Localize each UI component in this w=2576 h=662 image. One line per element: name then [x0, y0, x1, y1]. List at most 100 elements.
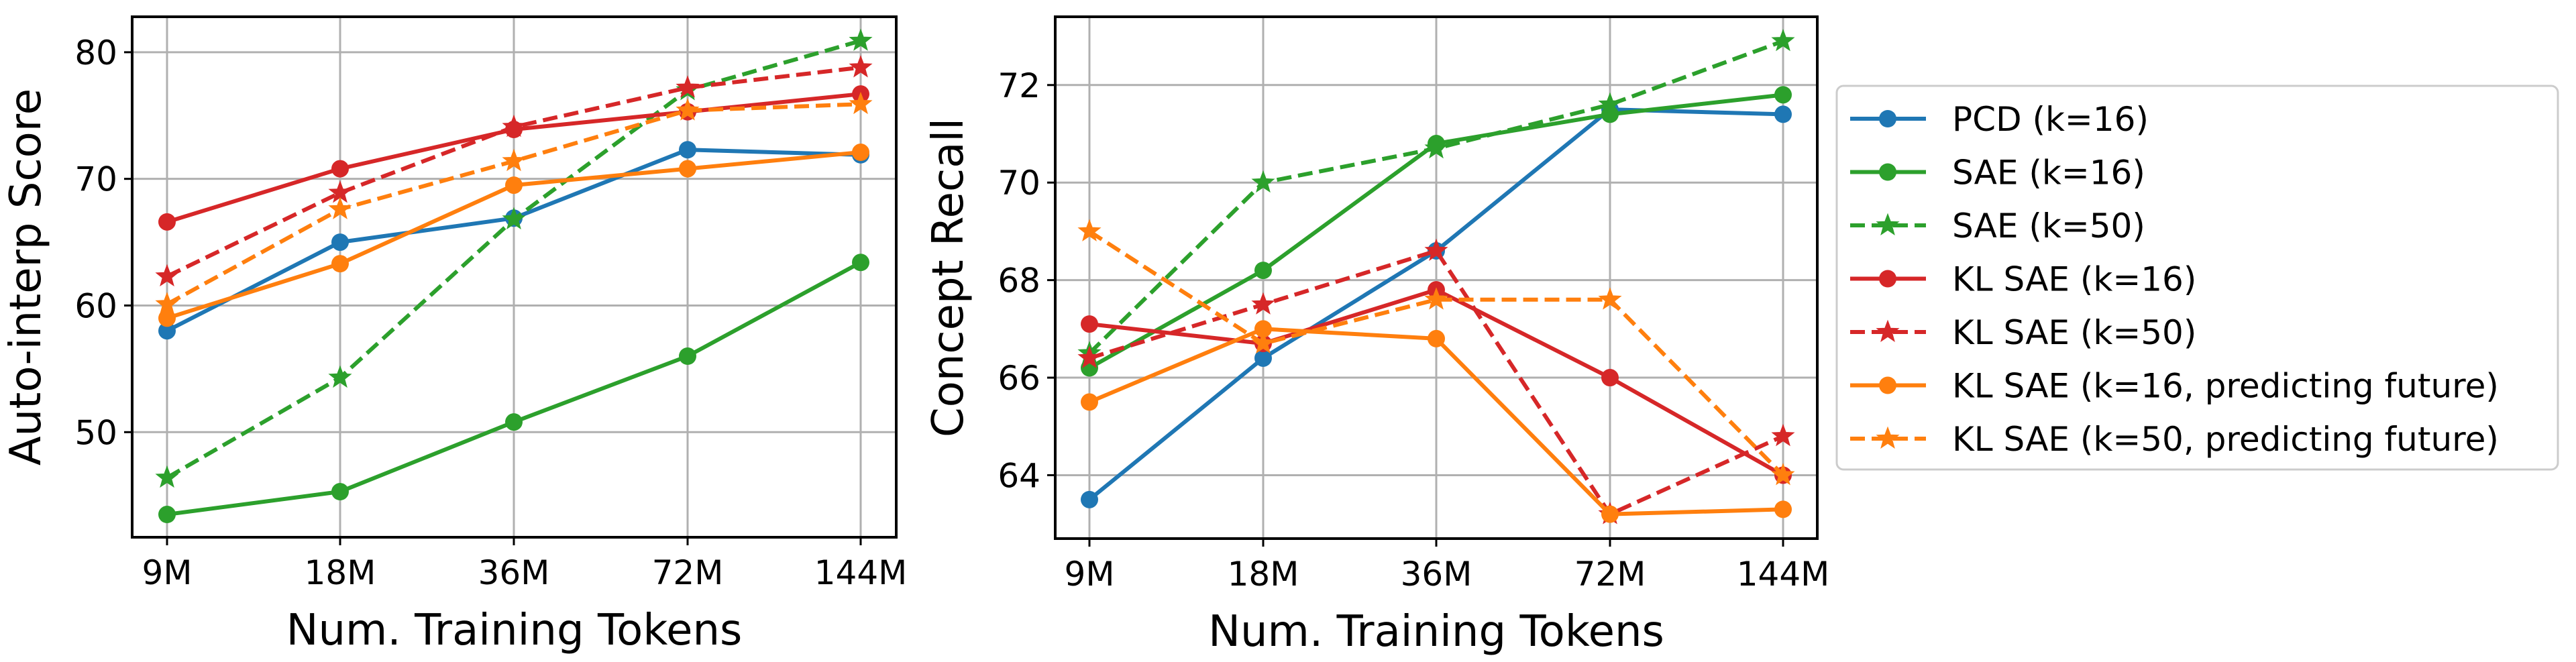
kl-sae-k-50-predicting-future-line: [1088, 229, 1785, 477]
legend-item-sae-k-50: SAE (k=50): [1850, 207, 2145, 245]
legend-item-sae-k-16: SAE (k=16): [1850, 154, 2145, 192]
y-tick-label: 70: [998, 164, 1040, 203]
legend-circle-marker: [1879, 163, 1896, 181]
y-tick-label: 50: [74, 413, 117, 452]
kl-sae-k-50-star-marker: [1424, 238, 1448, 261]
x-tick-label: 18M: [1228, 555, 1299, 594]
kl-sae-k-50-star-marker: [1077, 345, 1102, 368]
kl-sae-k-16-predicting-future-circle-marker: [852, 144, 869, 162]
pcd-k-16-circle-marker: [1081, 490, 1098, 508]
kl-sae-k-16-circle-marker: [1081, 315, 1098, 333]
kl-sae-k-50-star-marker: [676, 75, 700, 98]
x-tick-label: 72M: [652, 553, 724, 592]
legend-label: PCD (k=16): [1952, 100, 2149, 139]
y-axis-label: Concept Recall: [924, 118, 973, 437]
legend-label: KL SAE (k=16, predicting future): [1952, 367, 2499, 406]
y-tick-label: 66: [998, 359, 1040, 398]
kl-sae-k-50-star-marker: [155, 264, 179, 286]
legend-item-kl-sae-k-50: KL SAE (k=50): [1850, 313, 2196, 352]
legend-circle-marker: [1879, 270, 1896, 288]
kl-sae-k-50-predicting-future-star-marker: [849, 91, 873, 115]
sae-k-50-star-marker: [1424, 135, 1448, 159]
kl-sae-k-50-predicting-future-star-marker: [502, 148, 526, 172]
kl-sae-k-50-line: [1089, 249, 1784, 516]
legend-item-kl-sae-k-50-predicting-future: KL SAE (k=50, predicting future): [1850, 420, 2499, 459]
x-axis-label: Num. Training Tokens: [286, 606, 743, 655]
y-tick-label: 70: [74, 160, 117, 199]
kl-sae-k-16-predicting-future-circle-marker: [679, 160, 696, 178]
legend-box: [1835, 85, 2559, 471]
legend-label: SAE (k=16): [1952, 154, 2145, 192]
kl-sae-k-16-predicting-future-circle-marker: [1081, 393, 1098, 411]
y-tick-label: 60: [74, 286, 117, 325]
legend-item-kl-sae-k-16: KL SAE (k=16): [1850, 260, 2196, 299]
auto-interp-plot: 50 60 70 80 9M 18M 36M 72M 144M Num. Training Tok…: [1, 15, 908, 655]
sae-k-50-star-marker: [1251, 170, 1275, 193]
legend: PCD (k=16) SAE (k=16) SAE (k=50) KL SAE (k=…: [1835, 85, 2559, 471]
kl-sae-k-16-circle-marker: [331, 160, 349, 178]
x-tick-label: 144M: [814, 553, 908, 592]
legend-label: KL SAE (k=16): [1952, 260, 2196, 299]
sae-k-50-star-marker: [328, 365, 352, 388]
kl-sae-k-16-predicting-future-circle-marker: [1774, 500, 1792, 518]
sae-k-50-star-marker: [502, 207, 526, 229]
legend-circle-marker: [1879, 110, 1896, 127]
y-tick-label: 64: [998, 456, 1040, 495]
legend-star-marker: [1876, 426, 1900, 449]
legend-item-pcd-k-16: PCD (k=16): [1850, 100, 2149, 139]
y-tick-label: 68: [998, 262, 1040, 300]
kl-sae-k-50-predicting-future-star-marker: [1598, 287, 1622, 310]
x-tick-label: 36M: [1401, 555, 1472, 594]
legend-circle-marker: [1879, 376, 1896, 394]
kl-sae-k-50-star-marker: [1771, 423, 1795, 447]
kl-sae-k-50-predicting-future-star-marker: [1077, 219, 1102, 241]
sae-k-50-star-marker: [1598, 92, 1622, 115]
sae-k-16-circle-marker: [1774, 86, 1792, 104]
x-tick-label: 144M: [1737, 555, 1830, 594]
kl-sae-k-16-predicting-future-circle-marker: [1428, 329, 1445, 347]
kl-sae-k-16-predicting-future-circle-marker: [1601, 505, 1619, 523]
sae-k-50-star-marker: [1771, 28, 1795, 52]
kl-sae-k-50-predicting-future-star-marker: [155, 292, 179, 315]
kl-sae-k-50-predicting-future-star-marker: [1424, 287, 1448, 310]
kl-sae-k-16-circle-marker: [1601, 369, 1619, 387]
kl-sae-k-50-star-marker: [502, 114, 526, 137]
y-tick-label: 72: [998, 66, 1040, 105]
sae-k-16-circle-marker: [331, 483, 349, 501]
kl-sae-k-50-predicting-future-star-marker: [328, 197, 352, 219]
kl-sae-k-16-predicting-future-circle-marker: [1254, 320, 1272, 338]
y-tick-label: 80: [74, 34, 117, 72]
sae-k-16-circle-marker: [1254, 262, 1272, 280]
kl-sae-k-50-predicting-future-star-marker: [1251, 331, 1275, 354]
kl-sae-k-50-star-marker: [849, 55, 873, 78]
kl-sae-k-16-circle-marker: [158, 213, 176, 231]
legend-label: KL SAE (k=50, predicting future): [1952, 420, 2499, 459]
sae-k-50-star-marker: [155, 465, 179, 488]
sae-k-16-circle-marker: [158, 506, 176, 524]
x-tick-label: 18M: [305, 553, 376, 592]
pcd-k-16-circle-marker: [679, 141, 696, 159]
legend-label: SAE (k=50): [1952, 207, 2145, 245]
sae-k-16-circle-marker: [505, 413, 523, 431]
pcd-k-16-circle-marker: [158, 322, 176, 340]
x-tick-label: 36M: [478, 553, 550, 592]
y-axis-label: Auto-interp Score: [1, 89, 51, 465]
pcd-k-16-circle-marker: [331, 233, 349, 252]
legend-label: KL SAE (k=50): [1952, 313, 2196, 352]
x-tick-label: 72M: [1574, 555, 1646, 594]
x-tick-label: 9M: [1065, 555, 1115, 594]
x-axis-label: Num. Training Tokens: [1208, 607, 1664, 657]
sae-k-50-star-marker: [849, 28, 873, 51]
kl-sae-k-50-predicting-future-star-marker: [676, 98, 700, 121]
legend-star-marker: [1876, 213, 1900, 235]
legend-star-marker: [1876, 319, 1900, 342]
pcd-k-16-circle-marker: [1774, 105, 1792, 123]
legend-item-kl-sae-k-16-predicting-future: KL SAE (k=16, predicting future): [1850, 367, 2499, 406]
concept-recall-plot: 64 66 68 70 72 9M 18M 36M 72M 144M Num. Training T…: [924, 15, 1830, 657]
kl-sae-k-50-predicting-future-star-marker: [1771, 463, 1795, 486]
kl-sae-k-16-predicting-future-circle-marker: [505, 176, 523, 195]
pcd-k-16-circle-marker: [1254, 349, 1272, 367]
sae-k-16-circle-marker: [852, 254, 869, 272]
